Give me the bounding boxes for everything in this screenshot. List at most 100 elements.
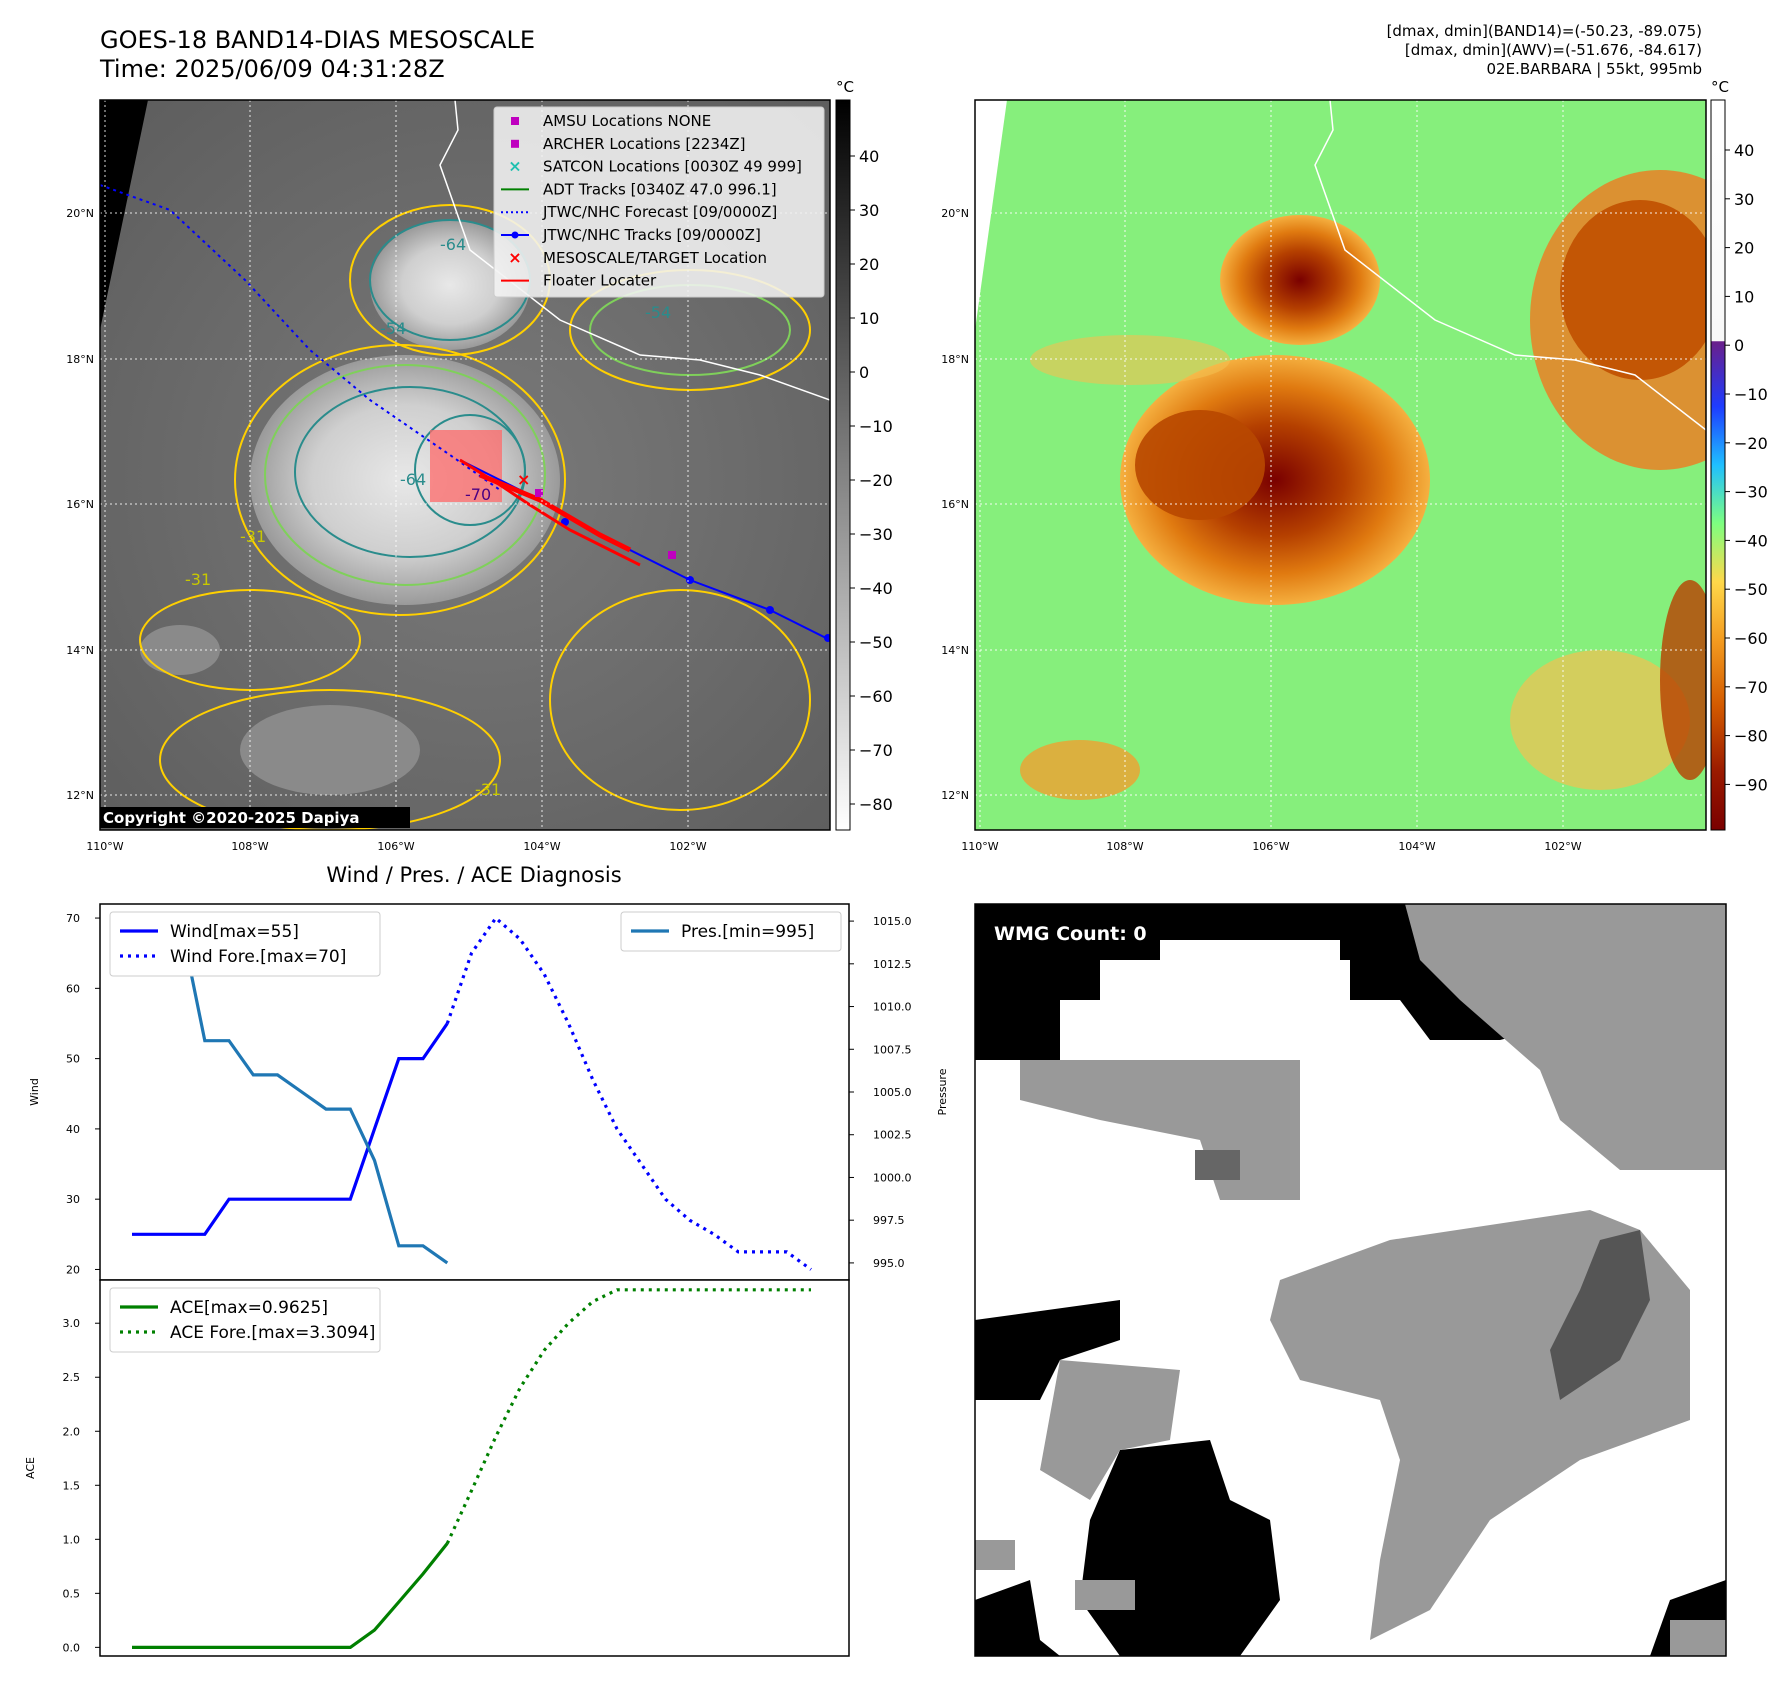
lon-tick-label: 102°W (669, 840, 706, 853)
chart-legend-box (109, 1287, 381, 1353)
lon-tick-label: 108°W (231, 840, 268, 853)
series-line (445, 1288, 811, 1545)
legend-label: Floater Locater (543, 272, 657, 290)
title-line-1: GOES-18 BAND14-DIAS MESOSCALE (100, 26, 536, 54)
series-line (132, 1022, 449, 1236)
colorbar-unit: °C (1711, 78, 1729, 96)
ace-axis-label: ACE (24, 1457, 37, 1479)
contour-label: -31 (240, 527, 266, 546)
y-tick-label-right: 1007.5 (873, 1043, 912, 1056)
y-tick-label: 3.0 (63, 1317, 81, 1330)
y-tick-label-right: 1002.5 (873, 1129, 912, 1142)
ace-chart: 3.0 2.5 2.0 1.5 1.0 0.5 0.0 ACE[max=0.9625] ACE … (63, 1279, 850, 1657)
legend-marker (511, 231, 519, 239)
colorbar-tick-label: 40 (859, 147, 879, 166)
lat-tick-label: 18°N (941, 353, 969, 366)
coastline-color (1314, 100, 1706, 431)
chart-legend-label: Wind[max=55] (170, 922, 299, 942)
colorbar-gray: °C 40 30 20 10 0 −10 −20 −30 −40 −50 −60 −70 −80 (835, 78, 893, 831)
contour-label: -31 (475, 780, 501, 799)
colorbar-tick-label: −20 (859, 471, 893, 490)
storm-core (250, 355, 560, 605)
colorbar-tick-label: −20 (1734, 434, 1768, 453)
y-tick-label-right: 1015.0 (873, 915, 912, 928)
lon-tick-label: 110°W (961, 840, 998, 853)
y-tick-label-right: 1010.0 (873, 1001, 912, 1014)
y-tick-label: 70 (66, 912, 80, 925)
colorbar-tick-label: −40 (1734, 531, 1768, 550)
contour-label: -64 (400, 470, 426, 489)
lat-tick-label: 16°N (66, 498, 94, 511)
cloud-mass-north (370, 220, 530, 350)
legend-marker (511, 139, 519, 148)
lat-tick-label: 12°N (941, 789, 969, 802)
lon-tick-label: 104°W (1398, 840, 1435, 853)
colorbar-tick-label: 30 (1734, 190, 1754, 209)
lon-tick-label: 104°W (523, 840, 560, 853)
chart-legend-label: Pres.[min=995] (681, 922, 814, 942)
series-line (132, 1542, 449, 1650)
colorbar-tick-label: 30 (859, 201, 879, 220)
y-tick-label-right: 997.5 (873, 1214, 905, 1227)
colorbar-tick-label: −30 (1734, 483, 1768, 502)
lon-tick-label: 108°W (1106, 840, 1143, 853)
colorbar-tick-label: −70 (1734, 678, 1768, 697)
y-tick-label: 2.0 (63, 1425, 81, 1438)
chart-title: Wind / Pres. / ACE Diagnosis (326, 863, 621, 887)
colorbar-tick-label: −60 (859, 687, 893, 706)
y-tick-label-right: 1000.0 (873, 1171, 912, 1184)
colorbar-tick-label: −10 (1734, 385, 1768, 404)
y-tick-label: 20 (66, 1263, 80, 1276)
y-tick-label: 40 (66, 1123, 80, 1136)
lat-tick-label: 12°N (66, 789, 94, 802)
colorbar-tick-label: 20 (1734, 239, 1754, 258)
ir-color-map (974, 99, 1707, 831)
colorbar-tick-label: −50 (859, 633, 893, 652)
y-tick-label: 1.5 (63, 1479, 81, 1492)
colorbar-tick-label: −80 (1734, 727, 1768, 746)
colorbar-tick-label: 40 (1734, 141, 1754, 160)
colorbar-tick-label: −10 (859, 417, 893, 436)
info-line-1: [dmax, dmin](BAND14)=(-50.23, -89.075) (1386, 22, 1702, 40)
contour-label: -31 (185, 570, 211, 589)
map-legend: AMSU Locations NONE ARCHER Locations [223… (493, 106, 825, 298)
lat-tick-label: 14°N (941, 644, 969, 657)
floater-box (430, 430, 502, 502)
y-tick-label-right: 1012.5 (873, 958, 912, 971)
pressure-axis-label: Pressure (936, 1068, 949, 1115)
lat-tick-label: 18°N (66, 353, 94, 366)
colorbar-tick-label: −40 (859, 579, 893, 598)
lat-tick-label: 20°N (941, 207, 969, 220)
lat-tick-label: 14°N (66, 644, 94, 657)
colorbar-tick-label: −90 (1734, 775, 1768, 794)
legend-marker: × (508, 157, 521, 176)
colorbar-tick-label: 10 (859, 309, 879, 328)
legend-label: JTWC/NHC Forecast [09/0000Z] (542, 203, 777, 221)
legend-label: MESOSCALE/TARGET Location (543, 249, 767, 267)
legend-label: AMSU Locations NONE (543, 112, 711, 130)
wmg-count-label: WMG Count: 0 (994, 923, 1147, 945)
lat-tick-label: 20°N (66, 207, 94, 220)
contour-green-core (264, 364, 546, 586)
colorbar-tick-label: 10 (1734, 287, 1754, 306)
legend-label: ADT Tracks [0340Z 47.0 996.1] (543, 180, 777, 198)
colorbar-unit: °C (836, 78, 854, 96)
info-line-3: 02E.BARBARA | 55kt, 995mb (1486, 60, 1702, 78)
lat-tick-label: 16°N (941, 498, 969, 511)
colorbar-tick-label: −50 (1734, 580, 1768, 599)
wind-axis-label: Wind (28, 1078, 41, 1106)
legend-label: ARCHER Locations [2234Z] (543, 135, 746, 153)
y-tick-label: 60 (66, 982, 80, 995)
colorbar-tick-label: −80 (859, 795, 893, 814)
lon-tick-label: 110°W (86, 840, 123, 853)
contour-label: -64 (440, 235, 466, 254)
legend-marker: × (508, 248, 521, 267)
contour-label: -54 (645, 303, 671, 322)
series-line (445, 915, 812, 1271)
copyright-label: Copyright ©2020-2025 Dapiya (103, 809, 359, 827)
y-tick-label: 30 (66, 1193, 80, 1206)
figure-title: GOES-18 BAND14-DIAS MESOSCALE Time: 2025… (100, 26, 535, 84)
lon-tick-label: 106°W (377, 840, 414, 853)
cloud-mass-north-color (1220, 215, 1380, 345)
contour-yellow-core (234, 344, 566, 616)
